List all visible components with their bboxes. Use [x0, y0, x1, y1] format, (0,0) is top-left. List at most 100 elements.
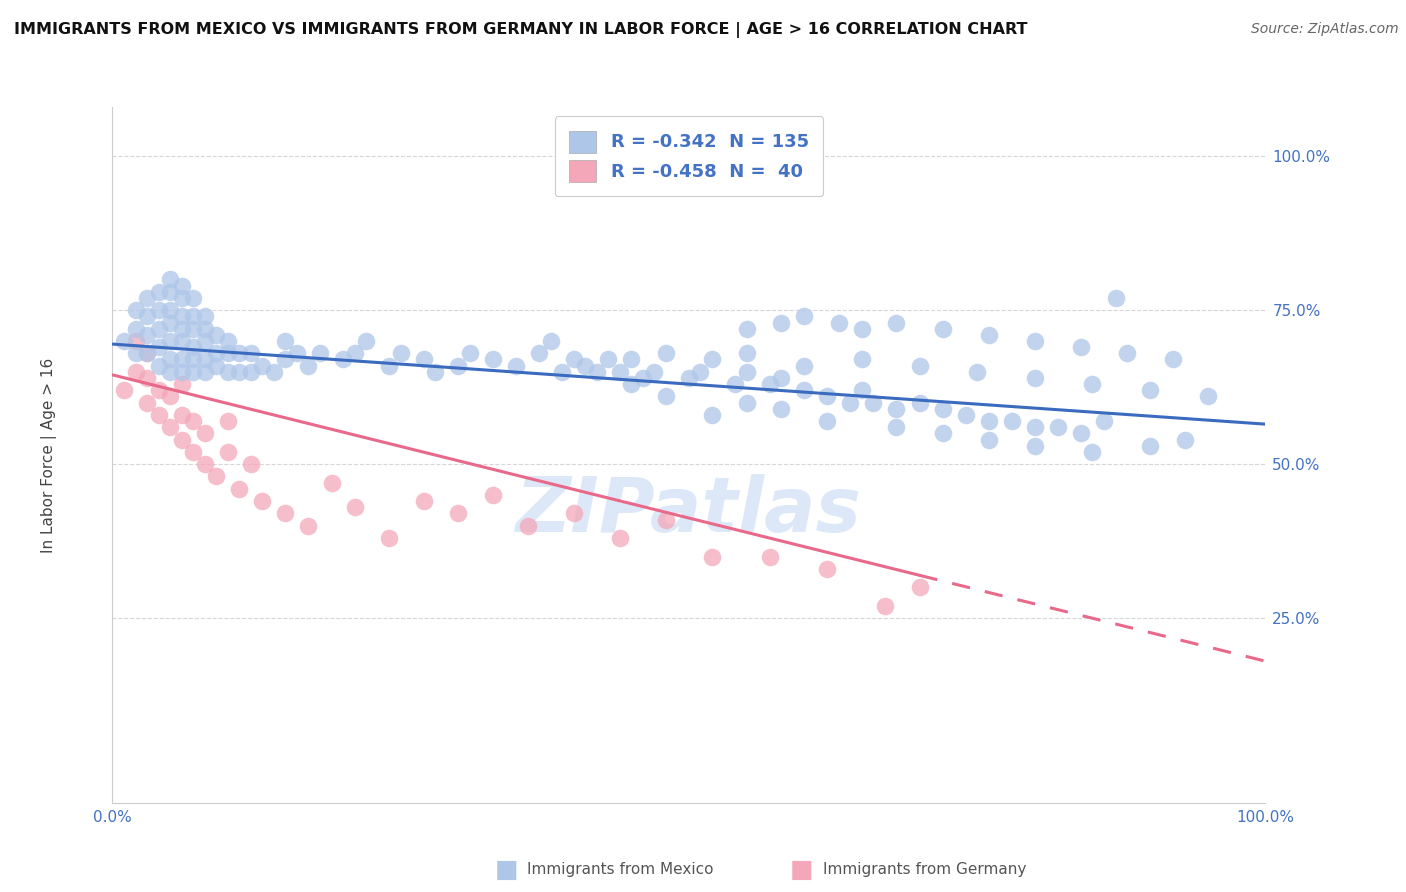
Point: [239, 365, 262, 379]
Point: [136, 346, 159, 360]
Point: [908, 580, 931, 594]
Point: [194, 352, 217, 367]
Point: [194, 426, 217, 441]
Point: [689, 365, 711, 379]
Point: [148, 303, 170, 318]
Point: [148, 384, 170, 398]
Point: [482, 488, 505, 502]
Point: [1024, 334, 1046, 348]
Point: [297, 359, 319, 373]
Point: [1174, 433, 1197, 447]
Point: [828, 316, 851, 330]
Point: [170, 352, 193, 367]
Point: [770, 371, 793, 385]
Point: [655, 389, 678, 403]
Point: [574, 359, 596, 373]
Point: [585, 365, 607, 379]
Point: [181, 340, 204, 354]
Point: [228, 482, 250, 496]
Point: [700, 408, 723, 422]
Point: [412, 352, 434, 367]
Point: [655, 512, 678, 526]
Text: ■: ■: [495, 858, 517, 881]
Point: [1081, 377, 1104, 392]
Point: [735, 321, 758, 335]
Point: [886, 401, 908, 416]
Point: [562, 352, 585, 367]
Point: [1001, 414, 1024, 428]
Point: [931, 321, 953, 335]
Point: [412, 494, 434, 508]
Point: [124, 334, 146, 348]
Point: [181, 310, 204, 324]
Point: [274, 352, 297, 367]
Point: [170, 291, 193, 305]
Point: [239, 346, 262, 360]
Text: Immigrants from Mexico: Immigrants from Mexico: [527, 863, 714, 877]
Point: [252, 494, 274, 508]
Point: [527, 346, 550, 360]
Point: [194, 334, 217, 348]
Point: [309, 346, 332, 360]
Point: [655, 346, 678, 360]
Point: [159, 303, 181, 318]
Point: [148, 359, 170, 373]
Point: [285, 346, 308, 360]
Point: [274, 334, 297, 348]
Point: [159, 272, 181, 286]
Point: [609, 531, 631, 545]
Point: [735, 395, 758, 409]
Point: [758, 549, 780, 564]
Point: [181, 291, 204, 305]
Point: [977, 327, 1000, 342]
Point: [886, 420, 908, 434]
Point: [862, 395, 884, 409]
Point: [181, 414, 204, 428]
Point: [815, 389, 838, 403]
Point: [148, 408, 170, 422]
Point: [112, 384, 135, 398]
Point: [447, 359, 470, 373]
Point: [170, 365, 193, 379]
Point: [908, 395, 931, 409]
Text: Immigrants from Germany: Immigrants from Germany: [823, 863, 1026, 877]
Point: [540, 334, 562, 348]
Point: [148, 321, 170, 335]
Point: [886, 316, 908, 330]
Legend: R = -0.342  N = 135, R = -0.458  N =  40: R = -0.342 N = 135, R = -0.458 N = 40: [555, 116, 823, 196]
Point: [1024, 420, 1046, 434]
Point: [170, 278, 193, 293]
Text: IMMIGRANTS FROM MEXICO VS IMMIGRANTS FROM GERMANY IN LABOR FORCE | AGE > 16 CORR: IMMIGRANTS FROM MEXICO VS IMMIGRANTS FRO…: [14, 22, 1028, 38]
Point: [758, 377, 780, 392]
Point: [1070, 340, 1092, 354]
Point: [851, 352, 873, 367]
Point: [482, 352, 505, 367]
Point: [378, 359, 401, 373]
Point: [447, 507, 470, 521]
Point: [793, 384, 815, 398]
Point: [159, 334, 181, 348]
Point: [815, 414, 838, 428]
Point: [170, 433, 193, 447]
Text: ZIPatlas: ZIPatlas: [516, 474, 862, 548]
Point: [136, 371, 159, 385]
Point: [839, 395, 862, 409]
Point: [1024, 439, 1046, 453]
Point: [148, 340, 170, 354]
Point: [217, 334, 239, 348]
Point: [205, 359, 228, 373]
Point: [598, 352, 620, 367]
Point: [159, 352, 181, 367]
Point: [194, 310, 217, 324]
Point: [1046, 420, 1069, 434]
Point: [181, 445, 204, 459]
Point: [1092, 414, 1115, 428]
Point: [1139, 384, 1161, 398]
Point: [136, 327, 159, 342]
Point: [217, 445, 239, 459]
Point: [239, 457, 262, 471]
Point: [458, 346, 481, 360]
Point: [332, 352, 354, 367]
Point: [977, 414, 1000, 428]
Point: [159, 285, 181, 299]
